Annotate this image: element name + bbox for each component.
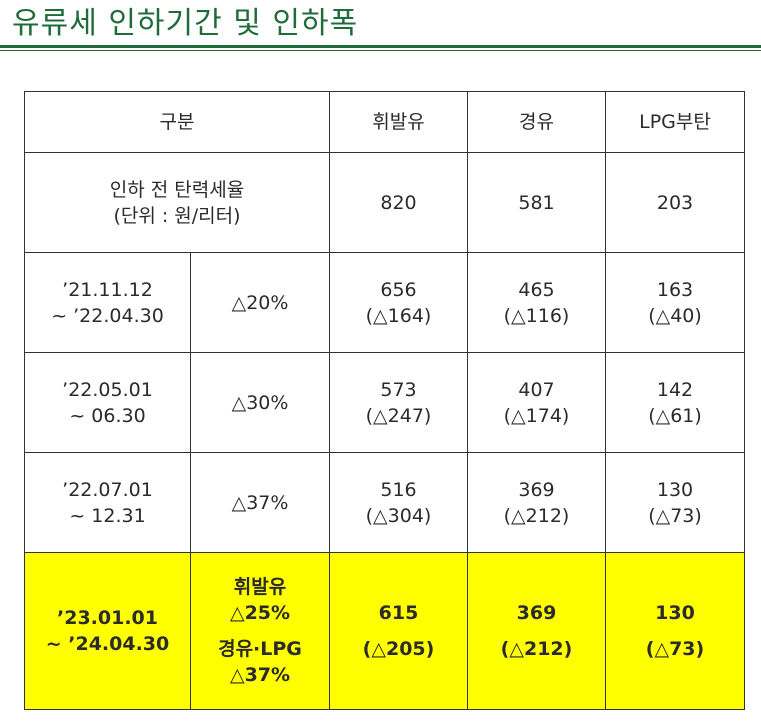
diesel-cell: 465 (△116) bbox=[467, 252, 606, 353]
lpg-cell: 130 (△73) bbox=[605, 452, 745, 553]
header-category: 구분 bbox=[24, 91, 330, 153]
gasoline-cut: (△247) bbox=[365, 404, 432, 427]
lpg-cut: (△61) bbox=[648, 404, 702, 427]
base-rate-row: 인하 전 탄력세율 (단위 : 원/리터) 820 581 203 bbox=[24, 152, 745, 253]
spacer bbox=[468, 626, 605, 636]
diesel-cell: 369 (△212) bbox=[467, 452, 606, 553]
gasoline-value: 516 bbox=[380, 478, 417, 501]
period-start: ’21.11.12 bbox=[62, 278, 153, 301]
cut-rate-other: △37% bbox=[229, 664, 291, 686]
gasoline-cut: (△205) bbox=[362, 638, 435, 660]
diesel-cell: 407 (△174) bbox=[467, 352, 606, 453]
lpg-cut: (△40) bbox=[648, 304, 702, 327]
lpg-cut: (△73) bbox=[645, 638, 705, 660]
period-end: ~ ’22.04.30 bbox=[51, 304, 164, 327]
gasoline-cell: 656 (△164) bbox=[329, 252, 468, 353]
diesel-cut: (△212) bbox=[503, 504, 570, 527]
table-row: ’22.07.01 ~ 12.31 △37% 516 (△304) 369 (△… bbox=[24, 452, 745, 553]
cut-rate: △20% bbox=[190, 252, 330, 353]
lpg-value: 130 bbox=[656, 478, 694, 501]
period-cell: ’21.11.12 ~ ’22.04.30 bbox=[24, 252, 191, 353]
spacer bbox=[330, 626, 467, 636]
gasoline-cut: (△164) bbox=[365, 304, 432, 327]
header-gasoline: 휘발유 bbox=[329, 91, 468, 153]
lpg-value: 142 bbox=[656, 378, 694, 401]
diesel-cut: (△212) bbox=[500, 638, 573, 660]
cut-rate-gasoline-label: 휘발유 bbox=[233, 576, 287, 598]
lpg-cell: 142 (△61) bbox=[605, 352, 745, 453]
base-gasoline: 820 bbox=[329, 152, 468, 253]
gasoline-cut: (△304) bbox=[365, 504, 432, 527]
header-row: 구분 휘발유 경유 LPG부탄 bbox=[24, 91, 745, 153]
diesel-cut: (△174) bbox=[503, 404, 570, 427]
period-start: ’23.01.01 bbox=[57, 607, 158, 629]
table-row: ’22.05.01 ~ 06.30 △30% 573 (△247) 407 (△… bbox=[24, 352, 745, 453]
gasoline-cell: 573 (△247) bbox=[329, 352, 468, 453]
table-row: ’21.11.12 ~ ’22.04.30 △20% 656 (△164) 46… bbox=[24, 252, 745, 353]
diesel-value: 407 bbox=[518, 378, 555, 401]
spacer bbox=[191, 626, 329, 636]
diesel-cut: (△116) bbox=[503, 304, 570, 327]
period-start: ’22.05.01 bbox=[62, 378, 153, 401]
period-cell: ’22.07.01 ~ 12.31 bbox=[24, 452, 191, 553]
gasoline-cell: 615 (△205) bbox=[329, 552, 468, 710]
base-diesel: 581 bbox=[467, 152, 606, 253]
gasoline-cell: 516 (△304) bbox=[329, 452, 468, 553]
gasoline-value: 573 bbox=[380, 378, 417, 401]
lpg-cut: (△73) bbox=[648, 504, 702, 527]
title-underline-thin bbox=[0, 50, 761, 51]
header-diesel: 경유 bbox=[467, 91, 606, 153]
gasoline-value: 656 bbox=[380, 278, 417, 301]
cut-rate-split: 휘발유 △25% 경유·LPG △37% bbox=[190, 552, 330, 710]
period-end: ~ ’24.04.30 bbox=[45, 633, 170, 655]
lpg-cell: 130 (△73) bbox=[605, 552, 745, 710]
period-end: ~ 12.31 bbox=[69, 504, 146, 527]
diesel-value: 465 bbox=[518, 278, 555, 301]
base-rate-label-line1: 인하 전 탄력세율 bbox=[109, 178, 245, 201]
period-start: ’22.07.01 bbox=[62, 478, 153, 501]
diesel-value: 369 bbox=[518, 478, 555, 501]
title-underline bbox=[0, 45, 761, 48]
base-rate-label: 인하 전 탄력세율 (단위 : 원/리터) bbox=[24, 152, 330, 253]
current-period-row: ’23.01.01 ~ ’24.04.30 휘발유 △25% 경유·LPG △3… bbox=[24, 552, 745, 710]
spacer bbox=[606, 626, 744, 636]
cut-rate: △30% bbox=[190, 352, 330, 453]
base-lpg: 203 bbox=[605, 152, 745, 253]
period-cell: ’22.05.01 ~ 06.30 bbox=[24, 352, 191, 453]
lpg-cell: 163 (△40) bbox=[605, 252, 745, 353]
period-end: ~ 06.30 bbox=[69, 404, 146, 427]
diesel-value: 369 bbox=[516, 602, 557, 624]
gasoline-value: 615 bbox=[378, 602, 419, 624]
header-lpg: LPG부탄 bbox=[605, 91, 745, 153]
diesel-cell: 369 (△212) bbox=[467, 552, 606, 710]
base-rate-unit: (단위 : 원/리터) bbox=[113, 204, 241, 227]
cut-rate-other-label: 경유·LPG bbox=[218, 638, 302, 660]
period-cell: ’23.01.01 ~ ’24.04.30 bbox=[24, 552, 191, 710]
lpg-value: 130 bbox=[655, 602, 695, 624]
cut-rate: △37% bbox=[190, 452, 330, 553]
fuel-tax-table: 구분 휘발유 경유 LPG부탄 인하 전 탄력세율 (단위 : 원/리터) 82… bbox=[24, 91, 745, 710]
lpg-value: 163 bbox=[656, 278, 694, 301]
cut-rate-gasoline: △25% bbox=[229, 602, 291, 624]
page-title: 유류세 인하기간 및 인하폭 bbox=[12, 6, 359, 41]
